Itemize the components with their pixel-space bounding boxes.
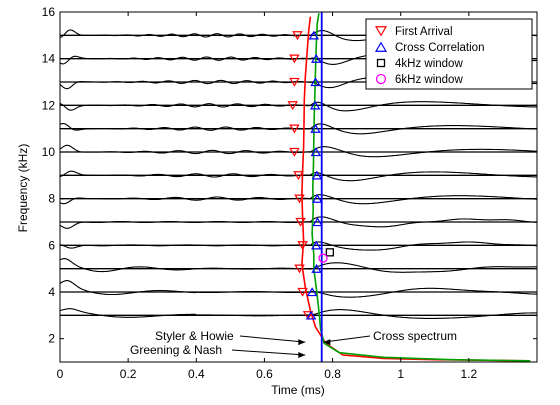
- y-tick-label: 14: [42, 52, 56, 66]
- annotation-label: Styler & Howie: [155, 329, 234, 343]
- annotation-arrow-head: [298, 339, 306, 346]
- y-tick-label: 2: [48, 332, 55, 346]
- legend-label: First Arrival: [395, 26, 453, 38]
- x-tick-label: 0.6: [256, 367, 273, 381]
- legend-symbol-4khz-window: [376, 58, 386, 68]
- waveform-trace: [60, 101, 537, 112]
- y-tick-label: 12: [42, 98, 56, 112]
- waveform-trace: [60, 144, 537, 158]
- annotation-label: Greening & Nash: [130, 343, 222, 357]
- waveform-trace: [60, 170, 537, 182]
- annotation-label: Cross spectrum: [373, 329, 457, 343]
- first-arrival-marker: [297, 287, 308, 297]
- first-arrival-marker: [287, 101, 298, 111]
- waveform-trace: [60, 194, 537, 205]
- legend: First Arrival Cross Correlation 4kHz windo…: [365, 18, 533, 90]
- legend-label: 4kHz window: [395, 58, 463, 70]
- x-axis-title: Time (ms): [271, 383, 325, 397]
- cross-correlation-marker: [311, 170, 323, 180]
- legend-label: Cross Correlation: [395, 42, 484, 54]
- window-6khz-marker: [318, 253, 328, 263]
- first-arrival-marker: [294, 194, 305, 204]
- first-arrival-marker: [293, 171, 304, 181]
- legend-symbol-6khz-window: [375, 73, 387, 85]
- first-arrival-marker: [289, 77, 300, 87]
- y-tick-label: 4: [48, 285, 55, 299]
- annotation-arrow-line: [239, 335, 306, 343]
- waveform-trace: [60, 308, 537, 319]
- first-arrival-marker: [294, 264, 305, 274]
- legend-symbol-first-arrival: [374, 26, 388, 37]
- cross-correlation-marker: [311, 193, 323, 203]
- cross-correlation-marker: [305, 310, 317, 320]
- annotation-arrow-line: [231, 349, 306, 356]
- first-arrival-marker: [302, 311, 314, 321]
- x-tick-label: 1: [397, 367, 404, 381]
- waveform-trace: [60, 280, 537, 298]
- cross-correlation-marker: [306, 287, 318, 297]
- annotation-arrow-head: [323, 339, 331, 346]
- first-arrival-marker: [289, 147, 300, 157]
- cross-correlation-marker: [310, 240, 322, 250]
- legend-label: 6kHz window: [395, 74, 463, 86]
- y-axis-title: Frequency (kHz): [16, 144, 30, 233]
- x-tick-label: 0.2: [120, 367, 137, 381]
- cross-correlation-marker: [310, 53, 322, 63]
- annotation-arrow-head: [298, 352, 306, 358]
- cross-correlation-marker: [310, 123, 321, 133]
- y-tick-label: 6: [48, 238, 55, 252]
- cross-correlation-marker: [312, 217, 323, 227]
- first-arrival-marker: [289, 54, 300, 64]
- first-arrival-marker: [292, 31, 303, 41]
- plot-frame: [59, 11, 538, 363]
- annotation-arrow-line: [323, 335, 371, 343]
- cross-correlation-marker: [309, 100, 321, 110]
- cross-correlation-marker: [310, 147, 322, 157]
- x-tick-label: 0.8: [324, 367, 341, 381]
- first-arrival-marker: [297, 241, 308, 251]
- first-arrival-marker: [289, 124, 300, 134]
- legend-box: [365, 18, 533, 90]
- x-tick-label: 1.2: [461, 367, 478, 381]
- x-tick-label: 0: [57, 367, 64, 381]
- x-tick-label: 0.4: [188, 367, 205, 381]
- cross-correlation-marker: [310, 77, 321, 87]
- y-tick-label: 16: [42, 5, 56, 19]
- waveform-trace: [60, 258, 537, 273]
- first-arrival-marker: [295, 217, 306, 227]
- y-tick-label: 10: [42, 145, 56, 159]
- waveform-trace: [60, 123, 537, 135]
- cross-correlation-marker: [311, 263, 322, 273]
- cross-correlation-marker: [308, 30, 320, 40]
- legend-symbol-cross-correlation: [374, 41, 388, 52]
- y-tick-label: 8: [48, 192, 55, 206]
- window-4khz-marker: [325, 248, 334, 257]
- waveform-trace: [60, 241, 537, 251]
- axes: 0 0.2 0.4 0.6 0.8 1 1.2 2 4 6 8 10 12 14 16: [42, 5, 537, 381]
- marker-layer: [287, 30, 334, 321]
